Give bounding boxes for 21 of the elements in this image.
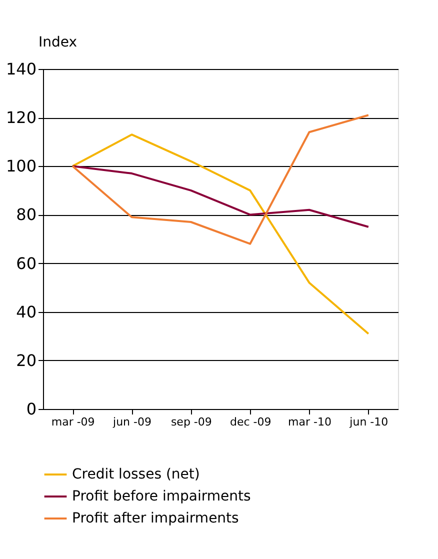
x-tick-label: jun -10: [348, 416, 388, 428]
x-tick-label: jun -09: [112, 416, 152, 428]
y-tick-label: 40: [16, 302, 36, 322]
y-axis-title: Index: [38, 34, 78, 50]
y-tick-label: 20: [16, 350, 36, 370]
x-tick-label: mar -09: [51, 416, 95, 428]
legend-label: Profit after impairments: [72, 510, 239, 526]
x-tick-label: dec -09: [230, 416, 272, 428]
x-tick-label: mar -10: [288, 416, 332, 428]
line-series: [72, 165, 370, 228]
y-tick-label: 120: [6, 108, 36, 128]
y-tick-label: 140: [6, 60, 36, 78]
legend-label: Credit losses (net): [72, 466, 200, 482]
y-tick-label: 0: [26, 400, 36, 418]
y-tick-label: 60: [16, 254, 36, 273]
x-tick-label: sep -09: [170, 416, 212, 428]
line-series: [72, 134, 370, 335]
y-tick-label: 100: [6, 156, 36, 176]
legend-label: Profit before impairments: [72, 488, 251, 504]
line-series: [72, 114, 370, 245]
y-tick-label: 80: [16, 205, 36, 224]
